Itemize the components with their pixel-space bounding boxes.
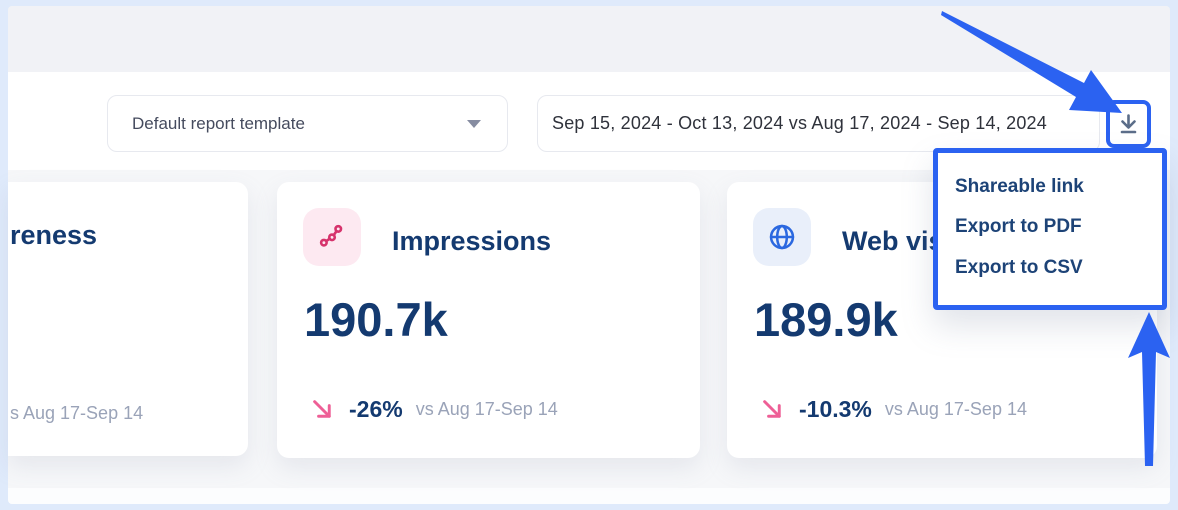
chevron-down-icon — [467, 119, 481, 128]
card-comparison-row: -10.3% vs Aug 17-Sep 14 — [759, 396, 1027, 423]
trend-down-icon — [313, 400, 331, 418]
header-strip — [8, 6, 1170, 72]
export-button[interactable] — [1106, 100, 1151, 148]
download-icon — [1120, 114, 1137, 134]
change-percent: -26% — [349, 396, 403, 422]
card-title: reness — [10, 220, 98, 250]
card-impressions: Impressions 190.7k -26% vs Aug 17-Sep 14 — [277, 182, 700, 458]
card-comparison: s Aug 17-Sep 14 — [10, 403, 144, 423]
globe-icon — [769, 224, 795, 250]
date-range-picker[interactable]: Sep 15, 2024 - Oct 13, 2024 vs Aug 17, 2… — [537, 95, 1100, 152]
card-brand-awareness: reness s Aug 17-Sep 14 — [8, 182, 248, 456]
card-title: Impressions — [392, 226, 552, 256]
date-range-label: Sep 15, 2024 - Oct 13, 2024 vs Aug 17, 2… — [552, 113, 1047, 133]
menu-item-shareable-link[interactable]: Shareable link — [955, 175, 1084, 197]
impressions-badge — [303, 208, 361, 266]
menu-item-export-pdf[interactable]: Export to PDF — [955, 216, 1082, 237]
report-template-value: Default report template — [132, 113, 305, 133]
menu-item-export-csv[interactable]: Export to CSV — [955, 256, 1083, 278]
trend-down-icon — [763, 400, 781, 418]
card-comparison-row: -26% vs Aug 17-Sep 14 — [309, 396, 558, 423]
report-template-select[interactable]: Default report template — [107, 95, 508, 152]
comparison-period: vs Aug 17-Sep 14 — [884, 399, 1027, 419]
card-value: 190.7k — [304, 293, 448, 346]
change-percent: -10.3% — [799, 396, 872, 422]
card-value: 189.9k — [754, 293, 898, 346]
card-web-visits: Web visits 189.9k -10.3% vs Aug 17-Sep 1… — [727, 182, 1157, 458]
export-menu: Shareable link Export to PDF Export to C… — [933, 148, 1167, 310]
footer-strip — [8, 488, 1170, 504]
web-visits-badge — [753, 208, 811, 266]
comparison-period: vs Aug 17-Sep 14 — [415, 399, 558, 419]
scatter-nodes-icon — [319, 224, 343, 247]
